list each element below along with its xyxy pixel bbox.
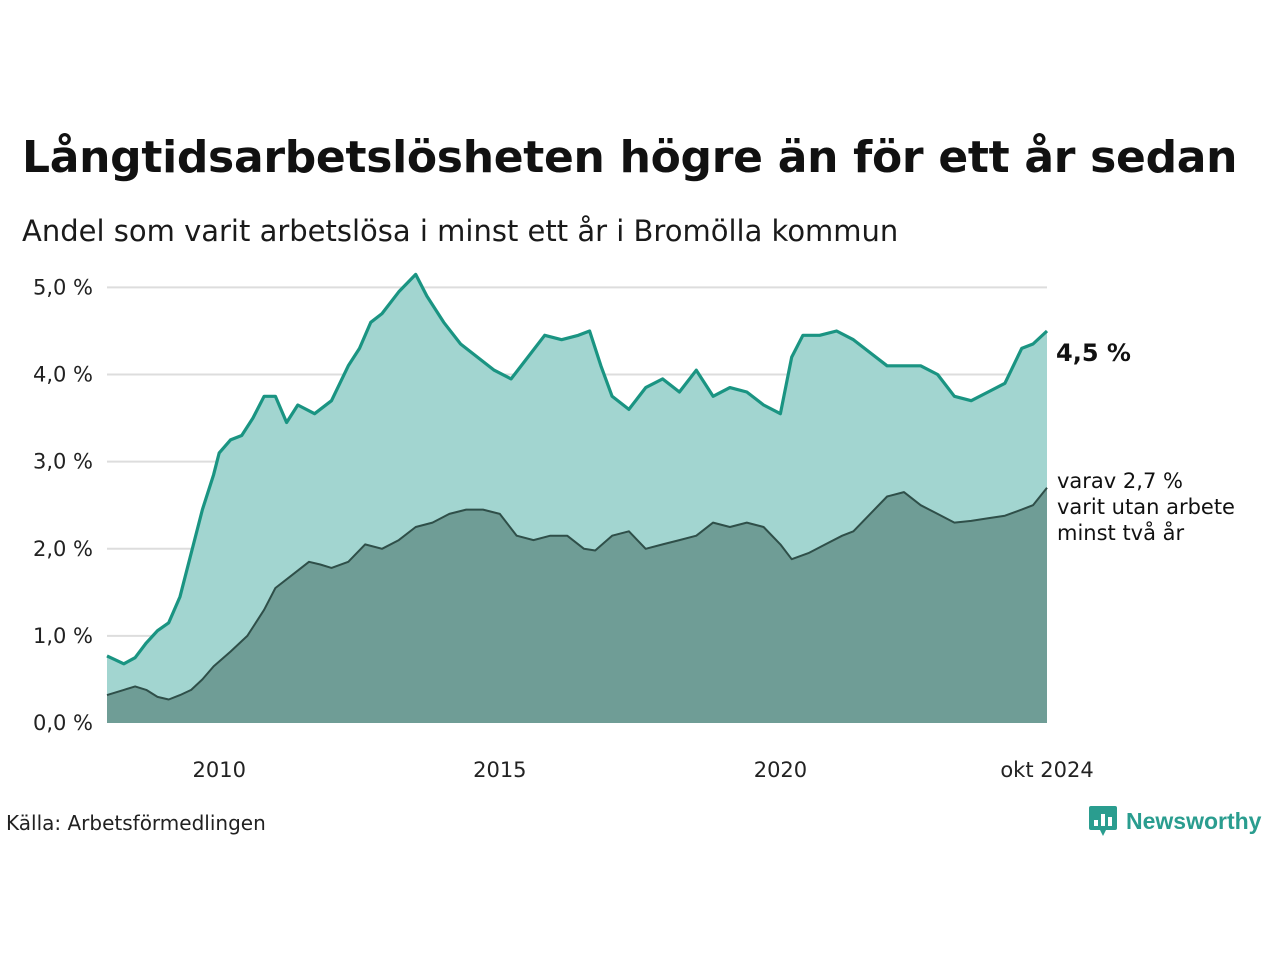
x-axis-ticks: 2010 2015 2020 okt 2024: [193, 758, 1094, 782]
x-tick-label: 2010: [193, 758, 246, 782]
chart-subtitle: Andel som varit arbetslösa i minst ett å…: [22, 214, 899, 248]
brand-name: Newsworthy: [1126, 807, 1262, 834]
y-tick-label: 1,0 %: [33, 624, 93, 648]
x-tick-label: okt 2024: [1000, 758, 1093, 782]
y-axis-ticks: 0,0 % 1,0 % 2,0 % 3,0 % 4,0 % 5,0 %: [33, 275, 93, 735]
long-term-share-line: [106, 487, 1048, 701]
end-value-label: 4,5 %: [1056, 339, 1131, 367]
y-tick-label: 2,0 %: [33, 537, 93, 561]
y-tick-label: 5,0 %: [33, 275, 93, 299]
annotation-line: minst två år: [1057, 520, 1185, 545]
brand-logo[interactable]: Newsworthy: [1088, 804, 1261, 838]
source-note: Källa: Arbetsförmedlingen: [6, 811, 266, 835]
y-tick-label: 3,0 %: [33, 450, 93, 474]
annotation-line: varav 2,7 %: [1057, 469, 1183, 493]
newsworthy-logo-icon: [1089, 806, 1117, 836]
x-tick-label: 2015: [473, 758, 526, 782]
annotation-line: varit utan arbete: [1057, 495, 1235, 519]
chart-title: Långtidsarbetslösheten högre än för ett …: [22, 132, 1238, 183]
total-share-line: [106, 272, 1049, 666]
long-term-share-area: [107, 487, 1047, 723]
y-tick-label: 4,0 %: [33, 363, 93, 387]
y-tick-label: 0,0 %: [33, 711, 93, 735]
x-tick-label: 2020: [754, 758, 807, 782]
